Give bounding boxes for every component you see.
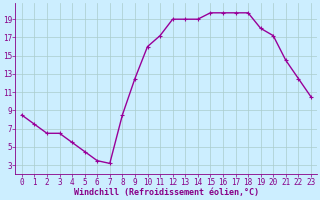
X-axis label: Windchill (Refroidissement éolien,°C): Windchill (Refroidissement éolien,°C) xyxy=(74,188,259,197)
